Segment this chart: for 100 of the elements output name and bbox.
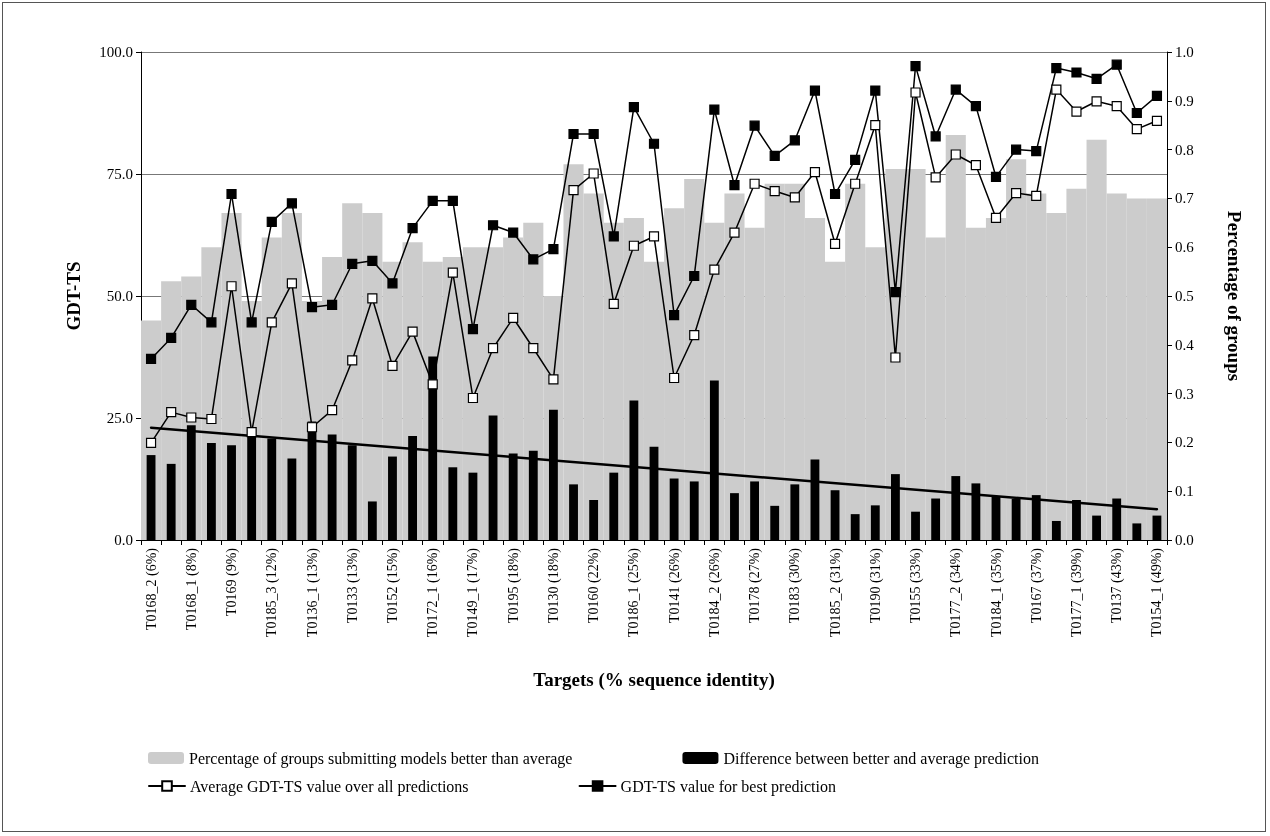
- x-tick-label: T0177_2 (34%): [948, 547, 965, 638]
- point: [669, 309, 680, 321]
- point: [950, 84, 961, 95]
- point: [447, 267, 458, 278]
- point: [1071, 67, 1082, 78]
- y2-tick-label: 0.1: [1175, 483, 1194, 500]
- x-tick-label: T0177_1 (39%): [1068, 547, 1085, 638]
- point: [327, 405, 338, 416]
- y2-tick-label: 0.6: [1175, 239, 1195, 256]
- point: [628, 240, 639, 251]
- point: [870, 120, 881, 131]
- legend-label: Percentage of groups submitting models better than average: [189, 749, 573, 768]
- point: [809, 85, 821, 96]
- x-tick-label: T0184_1 (35%): [988, 547, 1005, 638]
- point: [890, 287, 901, 298]
- x-tick-label: T0185_2 (31%): [827, 547, 844, 638]
- x-tick-label: T0186_1 (25%): [626, 547, 643, 638]
- point: [347, 258, 358, 269]
- point: [608, 231, 619, 242]
- point: [367, 255, 378, 266]
- point: [669, 372, 680, 384]
- point: [246, 427, 257, 438]
- x-tick-label: T0141 (26%): [666, 547, 683, 624]
- point: [769, 185, 780, 197]
- y-tick-label: 75.0: [106, 166, 133, 182]
- point: [367, 293, 378, 304]
- point: [226, 188, 237, 200]
- point: [729, 180, 740, 191]
- point: [689, 270, 700, 282]
- point: [588, 168, 599, 179]
- x-tick-label: T0178 (27%): [747, 547, 764, 624]
- y2-tick-label: 0.2: [1175, 434, 1194, 451]
- point: [467, 392, 479, 404]
- y2-tick-label: 0.0: [1175, 532, 1194, 548]
- y-tick-label: 0.0: [114, 532, 133, 548]
- point: [166, 407, 177, 418]
- x-tick-label: T0130 (18%): [545, 547, 562, 624]
- point: [347, 355, 358, 366]
- y-tick-label: 50.0: [106, 288, 133, 304]
- point: [890, 352, 901, 363]
- point: [548, 244, 559, 255]
- y-tick-label: 100.0: [99, 44, 133, 60]
- x-tick-label: T0168_2 (6%): [143, 547, 160, 631]
- point: [648, 138, 660, 149]
- point: [1151, 115, 1163, 126]
- x-tick-label: T0152 (15%): [384, 547, 401, 624]
- x-tick-label: T0195 (18%): [505, 547, 522, 624]
- point: [487, 343, 499, 354]
- point: [1131, 107, 1142, 119]
- x-tick-label: T0160 (22%): [586, 547, 603, 624]
- y2-tick-label: 0.3: [1175, 385, 1194, 402]
- point: [306, 422, 318, 433]
- point: [850, 178, 861, 189]
- point: [206, 413, 217, 425]
- point: [548, 374, 559, 385]
- point: [407, 223, 418, 234]
- x-tick-label: T0169 (9%): [224, 547, 241, 617]
- point: [186, 412, 197, 423]
- point: [910, 61, 921, 72]
- point: [749, 178, 760, 189]
- x-tick-label: T0133 (13%): [344, 547, 361, 624]
- point: [910, 87, 921, 98]
- x-tick-label: T0154_1 (49%): [1149, 547, 1166, 638]
- point: [769, 150, 780, 162]
- point: [487, 220, 499, 231]
- point: [286, 198, 297, 209]
- point: [850, 154, 861, 165]
- x-tick-label: T0184_2 (26%): [706, 547, 723, 638]
- point: [809, 166, 821, 178]
- y-tick-label: 25.0: [106, 410, 133, 426]
- point: [407, 326, 418, 337]
- y2-tick-label: 1.0: [1175, 44, 1194, 60]
- x-tick-label: T0137 (43%): [1109, 547, 1126, 624]
- x-tick-label: T0185_3 (12%): [264, 547, 281, 638]
- point: [970, 101, 981, 112]
- point: [829, 188, 841, 200]
- point: [789, 135, 800, 146]
- y-axis-title: GDT-TS: [63, 261, 84, 331]
- point: [145, 437, 157, 448]
- x-tick-label: T0183 (30%): [787, 547, 804, 624]
- point: [1031, 190, 1042, 202]
- point: [930, 172, 941, 183]
- point: [829, 238, 841, 249]
- y2-tick-label: 0.5: [1175, 288, 1194, 304]
- point: [990, 171, 1002, 183]
- point: [1031, 145, 1042, 157]
- point: [1051, 84, 1062, 95]
- point: [1131, 124, 1142, 135]
- point: [568, 185, 579, 196]
- point: [246, 317, 257, 328]
- point: [729, 227, 740, 238]
- point: [568, 128, 579, 140]
- x-tick-label: T0190 (31%): [867, 547, 884, 624]
- point: [709, 104, 720, 115]
- point: [1071, 106, 1082, 117]
- point: [528, 254, 539, 265]
- point: [628, 102, 639, 113]
- x-tick-label: T0149_1 (17%): [465, 547, 482, 638]
- point: [387, 360, 398, 371]
- point: [1111, 59, 1122, 70]
